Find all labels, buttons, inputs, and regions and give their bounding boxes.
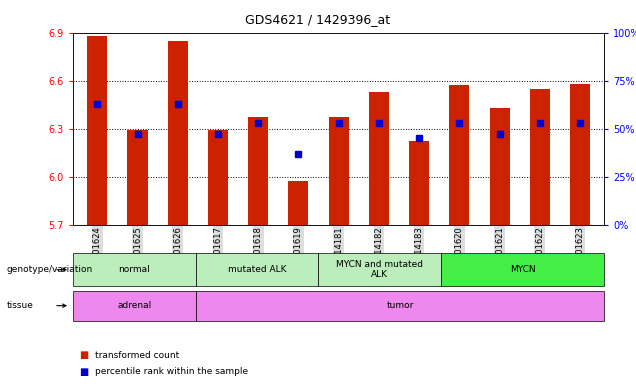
Text: percentile rank within the sample: percentile rank within the sample xyxy=(95,367,249,376)
Bar xyxy=(168,41,188,225)
Bar xyxy=(369,92,389,225)
Text: mutated ALK: mutated ALK xyxy=(228,265,286,274)
Text: transformed count: transformed count xyxy=(95,351,179,360)
Text: ■: ■ xyxy=(80,367,89,377)
Bar xyxy=(329,118,349,225)
Bar xyxy=(530,89,550,225)
Bar xyxy=(490,108,509,225)
Text: tumor: tumor xyxy=(386,301,413,310)
Text: normal: normal xyxy=(118,265,150,274)
Text: ■: ■ xyxy=(80,350,89,360)
Text: tissue: tissue xyxy=(6,301,33,310)
Bar xyxy=(570,84,590,225)
Bar xyxy=(288,182,308,225)
Bar xyxy=(449,86,469,225)
Bar xyxy=(208,130,228,225)
Text: MYCN: MYCN xyxy=(509,265,536,274)
Bar xyxy=(409,141,429,225)
Text: adrenal: adrenal xyxy=(117,301,151,310)
Text: genotype/variation: genotype/variation xyxy=(6,265,93,274)
Text: GDS4621 / 1429396_at: GDS4621 / 1429396_at xyxy=(245,13,391,26)
Bar xyxy=(127,130,148,225)
Bar xyxy=(248,118,268,225)
Text: MYCN and mutated
ALK: MYCN and mutated ALK xyxy=(336,260,423,280)
Bar xyxy=(87,36,107,225)
